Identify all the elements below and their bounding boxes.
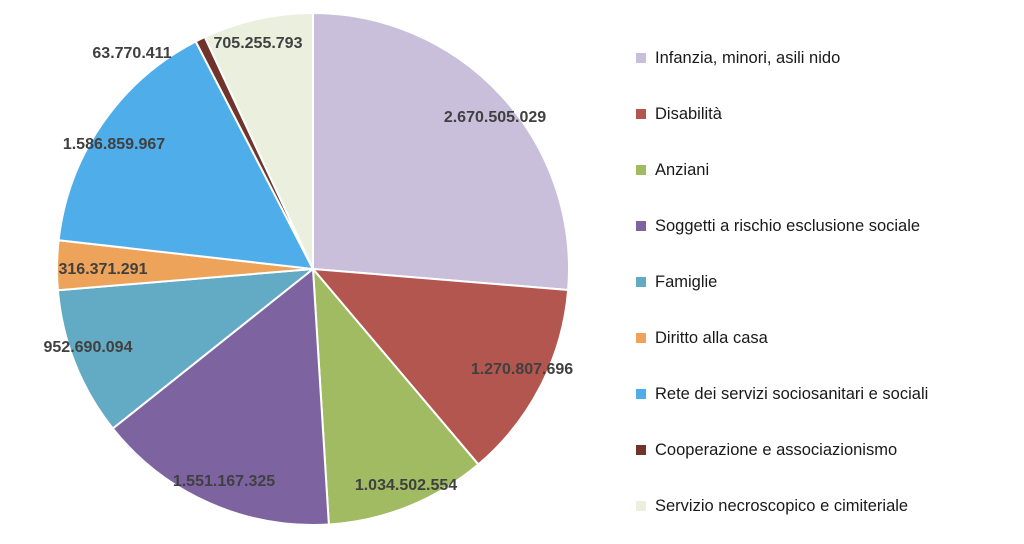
slice-value-label: 1.270.807.696 (471, 361, 573, 378)
legend-item: Servizio necroscopico e cimiteriale (636, 478, 1020, 534)
legend-label: Infanzia, minori, asili nido (655, 48, 841, 67)
pie-slice (312, 268, 480, 526)
legend: Infanzia, minori, asili nido Disabilità … (636, 30, 1020, 534)
legend-label: Soggetti a rischio esclusione sociale (655, 216, 921, 235)
legend-item: Infanzia, minori, asili nido (636, 30, 1020, 86)
legend-swatch (636, 53, 646, 63)
pie-slice (57, 40, 314, 270)
legend-item: Soggetti a rischio esclusione sociale (636, 198, 1020, 254)
legend-swatch (636, 333, 646, 343)
pie-slice (56, 268, 314, 430)
legend-item: Rete dei servizi sociosanitari e sociali (636, 366, 1020, 422)
slice-value-label: 1.551.167.325 (173, 473, 275, 490)
slice-value-label: 2.670.505.029 (444, 109, 546, 126)
slice-value-label: 63.770.411 (92, 45, 171, 62)
pie-slice (312, 12, 570, 291)
legend-swatch (636, 501, 646, 511)
legend-swatch (636, 165, 646, 175)
pie-slice (111, 268, 330, 526)
legend-label: Anziani (655, 160, 710, 179)
legend-swatch (636, 389, 646, 399)
legend-item: Cooperazione e associazionismo (636, 422, 1020, 478)
legend-label: Servizio necroscopico e cimiteriale (655, 496, 909, 515)
legend-swatch (636, 221, 646, 231)
legend-item: Diritto alla casa (636, 310, 1020, 366)
legend-item: Anziani (636, 142, 1020, 198)
legend-label: Rete dei servizi sociosanitari e sociali (655, 384, 929, 403)
slice-value-label: 952.690.094 (44, 339, 133, 356)
pie-slice (312, 268, 570, 466)
legend-swatch (636, 277, 646, 287)
legend-label: Famiglie (655, 272, 718, 291)
slice-value-label: 316.371.291 (59, 261, 148, 278)
legend-swatch (636, 109, 646, 119)
legend-swatch (636, 445, 646, 455)
legend-item: Disabilità (636, 86, 1020, 142)
slice-value-label: 1.034.502.554 (355, 477, 457, 494)
legend-item: Famiglie (636, 254, 1020, 310)
pie-slice (203, 12, 314, 270)
slice-value-label: 1.586.859.967 (63, 136, 165, 153)
legend-label: Disabilità (655, 104, 722, 123)
slice-value-label: 705.255.793 (214, 35, 303, 52)
legend-label: Diritto alla casa (655, 328, 768, 347)
legend-label: Cooperazione e associazionismo (655, 440, 898, 459)
pie-plot-area: 2.670.505.029 1.270.807.696 1.034.502.554 1… (44, 12, 573, 526)
